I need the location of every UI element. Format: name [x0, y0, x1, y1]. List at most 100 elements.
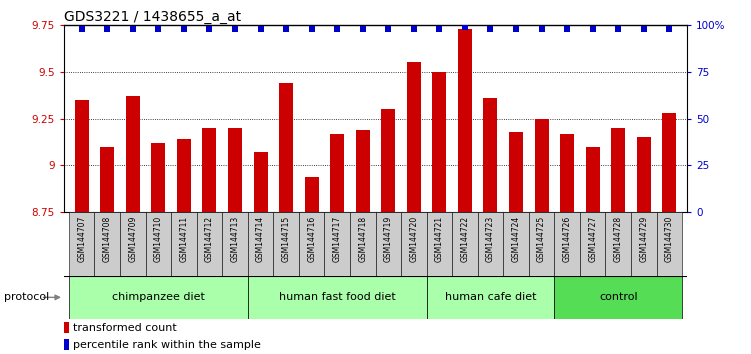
Point [255, 26, 267, 32]
Bar [560, 133, 574, 212]
Bar [503, 212, 529, 276]
Bar [273, 212, 299, 276]
Point [127, 26, 139, 32]
Text: GSM144728: GSM144728 [614, 216, 623, 262]
Bar [279, 83, 293, 212]
Text: GSM144720: GSM144720 [409, 216, 418, 262]
Bar [69, 212, 95, 276]
Bar [509, 132, 523, 212]
Text: GSM144726: GSM144726 [562, 216, 572, 262]
Point [178, 26, 190, 32]
Text: protocol: protocol [4, 292, 49, 302]
Text: GSM144714: GSM144714 [256, 216, 265, 262]
Bar [350, 212, 376, 276]
Text: GSM144730: GSM144730 [665, 216, 674, 262]
Bar [64, 322, 70, 333]
Point [663, 26, 675, 32]
Bar [401, 212, 427, 276]
Bar [433, 72, 446, 212]
Bar [299, 212, 324, 276]
Bar [611, 128, 626, 212]
Bar [120, 212, 146, 276]
Bar [656, 212, 682, 276]
Bar [529, 212, 554, 276]
Point [535, 26, 547, 32]
Text: GSM144725: GSM144725 [537, 216, 546, 262]
Text: GSM144715: GSM144715 [282, 216, 291, 262]
Text: control: control [599, 292, 638, 302]
Point [152, 26, 164, 32]
Text: GSM144723: GSM144723 [486, 216, 495, 262]
Text: GSM144707: GSM144707 [77, 216, 86, 262]
Text: GSM144708: GSM144708 [103, 216, 112, 262]
Bar [427, 212, 452, 276]
Text: chimpanzee diet: chimpanzee diet [112, 292, 205, 302]
Point [459, 24, 471, 29]
Text: GSM144717: GSM144717 [333, 216, 342, 262]
Text: GSM144724: GSM144724 [511, 216, 520, 262]
Point [357, 26, 369, 32]
Point [638, 26, 650, 32]
Bar [222, 212, 248, 276]
Text: GDS3221 / 1438655_a_at: GDS3221 / 1438655_a_at [64, 10, 241, 24]
Bar [203, 128, 216, 212]
Point [280, 26, 292, 32]
Text: GSM144718: GSM144718 [358, 216, 367, 262]
Text: GSM144719: GSM144719 [384, 216, 393, 262]
Bar [662, 113, 677, 212]
Bar [69, 276, 248, 319]
Text: transformed count: transformed count [74, 323, 177, 333]
Bar [631, 212, 656, 276]
Bar [248, 212, 273, 276]
Point [433, 26, 445, 32]
Bar [248, 276, 427, 319]
Bar [605, 212, 631, 276]
Bar [228, 128, 242, 212]
Bar [478, 212, 503, 276]
Bar [330, 133, 344, 212]
Bar [146, 212, 171, 276]
Point [612, 26, 624, 32]
Bar [452, 212, 478, 276]
Bar [484, 98, 497, 212]
Text: GSM144716: GSM144716 [307, 216, 316, 262]
Text: GSM144727: GSM144727 [588, 216, 597, 262]
Text: GSM144712: GSM144712 [205, 216, 214, 262]
Point [306, 26, 318, 32]
Bar [356, 130, 369, 212]
Point [204, 26, 216, 32]
Bar [95, 212, 120, 276]
Text: GSM144722: GSM144722 [460, 216, 469, 262]
Text: human cafe diet: human cafe diet [445, 292, 536, 302]
Bar [254, 152, 267, 212]
Bar [100, 147, 114, 212]
Bar [177, 139, 191, 212]
Text: GSM144711: GSM144711 [179, 216, 189, 262]
Bar [458, 29, 472, 212]
Bar [305, 177, 318, 212]
Point [408, 26, 420, 32]
Point [229, 26, 241, 32]
Bar [554, 212, 580, 276]
Text: human fast food diet: human fast food diet [279, 292, 396, 302]
Text: percentile rank within the sample: percentile rank within the sample [74, 340, 261, 350]
Point [382, 26, 394, 32]
Point [484, 26, 496, 32]
Text: GSM144709: GSM144709 [128, 216, 137, 262]
Bar [535, 119, 548, 212]
Text: GSM144710: GSM144710 [154, 216, 163, 262]
Bar [580, 212, 605, 276]
Bar [125, 96, 140, 212]
Point [561, 26, 573, 32]
Text: GSM144713: GSM144713 [231, 216, 240, 262]
Bar [74, 100, 89, 212]
Bar [637, 137, 651, 212]
Bar [324, 212, 350, 276]
Point [101, 26, 113, 32]
Bar [376, 212, 401, 276]
Text: GSM144729: GSM144729 [639, 216, 648, 262]
Text: GSM144721: GSM144721 [435, 216, 444, 262]
Point [510, 26, 522, 32]
Bar [554, 276, 682, 319]
Bar [586, 147, 599, 212]
